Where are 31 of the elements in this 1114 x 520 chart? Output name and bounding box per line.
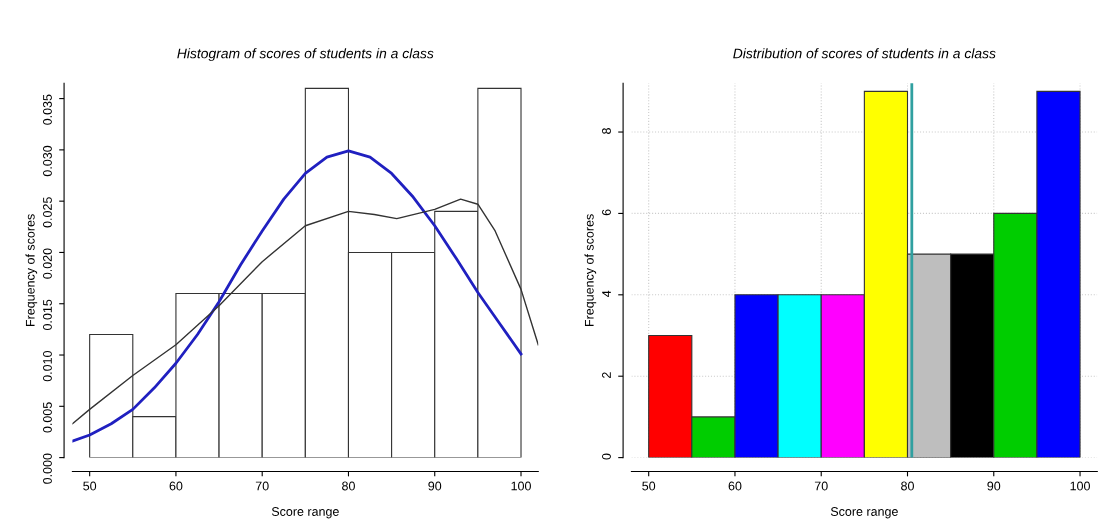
x-tick-label: 90 bbox=[428, 481, 442, 491]
y-tick-label: 8 bbox=[602, 128, 611, 134]
y-tick-label: 6 bbox=[602, 209, 611, 216]
x-axis-title: Score range bbox=[830, 507, 898, 519]
y-axis-title: Frequency of scores bbox=[25, 214, 38, 326]
x-tick-label: 100 bbox=[511, 481, 531, 491]
y-tick-label: 2 bbox=[602, 372, 611, 378]
x-tick-label: 50 bbox=[642, 481, 656, 491]
x-tick-label: 70 bbox=[255, 481, 269, 491]
y-tick-label: 4 bbox=[602, 290, 611, 297]
chart-title: Distribution of scores of students in a class bbox=[733, 48, 996, 59]
y-tick-label: 0.015 bbox=[43, 299, 52, 330]
x-tick-label: 50 bbox=[83, 481, 97, 491]
y-tick-label: 0.020 bbox=[43, 248, 52, 279]
y-tick-label: 0.005 bbox=[43, 402, 52, 433]
y-tick-label: 0.010 bbox=[43, 350, 52, 382]
x-tick-label: 60 bbox=[728, 481, 742, 491]
chart-title: Histogram of scores of students in a class bbox=[177, 48, 434, 62]
x-tick-label: 80 bbox=[901, 481, 914, 491]
x-tick-label: 60 bbox=[169, 481, 183, 491]
x-tick-label: 70 bbox=[814, 481, 828, 491]
x-tick-label: 80 bbox=[342, 481, 355, 491]
y-axis-title: Frequency of scores bbox=[584, 214, 597, 326]
y-tick-label: 0 bbox=[602, 453, 611, 460]
y-tick-label: 0.030 bbox=[43, 145, 52, 177]
x-tick-label: 90 bbox=[987, 481, 1001, 491]
y-tick-label: 0.035 bbox=[43, 94, 52, 125]
y-tick-label: 0.000 bbox=[43, 453, 52, 484]
x-axis-title: Score range bbox=[271, 507, 339, 519]
x-tick-label: 100 bbox=[1070, 481, 1090, 491]
y-tick-label: 0.025 bbox=[43, 197, 52, 228]
